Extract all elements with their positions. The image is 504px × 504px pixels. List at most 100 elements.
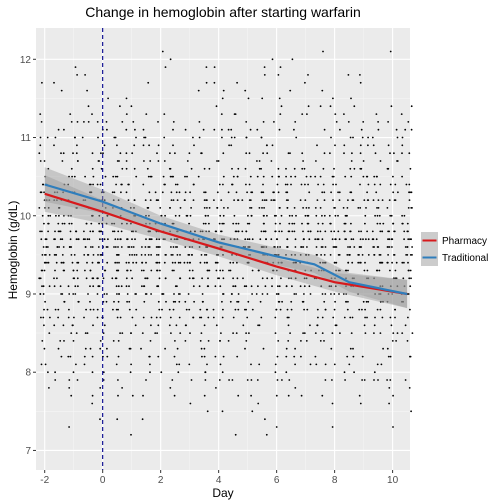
data-point xyxy=(328,214,331,217)
data-point xyxy=(281,300,283,303)
data-point xyxy=(201,355,203,358)
data-point xyxy=(189,214,192,217)
data-point xyxy=(303,293,305,295)
data-point xyxy=(411,246,413,248)
data-point xyxy=(245,183,247,186)
y-tick-label: 11 xyxy=(21,133,32,144)
data-point xyxy=(48,285,51,288)
data-point xyxy=(140,254,143,256)
data-point xyxy=(102,191,105,194)
data-point xyxy=(92,285,95,288)
data-point xyxy=(346,207,349,209)
data-point xyxy=(359,183,361,186)
data-point xyxy=(47,371,49,374)
data-point xyxy=(156,332,159,334)
data-point xyxy=(213,66,216,68)
data-point xyxy=(193,144,195,147)
data-point xyxy=(264,230,267,233)
data-point xyxy=(409,167,412,170)
data-point xyxy=(114,175,117,178)
data-point xyxy=(171,175,174,178)
data-point xyxy=(132,261,135,264)
data-point xyxy=(40,269,43,272)
data-point xyxy=(335,246,338,248)
data-point xyxy=(105,300,108,303)
data-point xyxy=(219,340,221,342)
data-point xyxy=(407,269,410,272)
data-point xyxy=(202,238,204,241)
data-point xyxy=(205,199,208,202)
data-point xyxy=(89,308,92,311)
data-point xyxy=(53,191,56,194)
data-point xyxy=(285,285,288,288)
data-point xyxy=(244,89,247,92)
data-point xyxy=(169,58,172,61)
data-point xyxy=(227,191,230,194)
data-point xyxy=(382,222,385,225)
data-point xyxy=(61,254,64,256)
data-point xyxy=(396,160,399,162)
data-point xyxy=(150,269,153,272)
data-point xyxy=(233,214,236,217)
data-point xyxy=(174,261,177,264)
data-point xyxy=(39,277,42,280)
data-point xyxy=(294,277,297,280)
data-point xyxy=(278,230,281,233)
data-point xyxy=(72,324,74,327)
data-point xyxy=(247,214,249,217)
data-point xyxy=(403,230,406,233)
data-point xyxy=(302,230,304,233)
data-point xyxy=(287,230,290,233)
data-point xyxy=(382,347,384,350)
data-point xyxy=(260,191,263,194)
data-point xyxy=(163,160,166,162)
data-point xyxy=(386,379,388,381)
data-point xyxy=(278,207,281,209)
data-point xyxy=(408,277,411,280)
data-point xyxy=(319,261,322,264)
data-point xyxy=(262,121,265,123)
data-point xyxy=(314,207,317,209)
data-point xyxy=(208,222,210,225)
data-point xyxy=(236,238,239,241)
data-point xyxy=(276,183,279,186)
data-point xyxy=(339,269,341,272)
data-point xyxy=(271,285,273,288)
data-point xyxy=(289,332,291,334)
data-point xyxy=(266,277,269,280)
data-point xyxy=(380,261,383,264)
data-point xyxy=(403,261,405,264)
data-point xyxy=(308,238,311,241)
data-point xyxy=(229,261,232,264)
data-point xyxy=(288,222,291,225)
data-point xyxy=(148,144,151,147)
data-point xyxy=(347,300,349,303)
data-point xyxy=(103,199,106,202)
data-point xyxy=(366,316,368,319)
data-point xyxy=(83,355,86,358)
data-point xyxy=(115,183,117,186)
data-point xyxy=(275,269,278,272)
data-point xyxy=(394,269,397,272)
data-point xyxy=(290,254,293,256)
data-point xyxy=(349,191,352,194)
data-point xyxy=(392,332,395,334)
data-point xyxy=(91,394,94,397)
data-point xyxy=(39,160,42,162)
data-point xyxy=(251,238,254,241)
data-point xyxy=(408,387,411,389)
data-point xyxy=(62,152,65,155)
data-point xyxy=(103,324,106,327)
data-point xyxy=(359,261,362,264)
data-point xyxy=(200,316,203,319)
data-point xyxy=(87,105,90,108)
data-point xyxy=(62,246,65,248)
data-point xyxy=(309,175,312,178)
data-point xyxy=(54,379,57,381)
data-point xyxy=(82,238,85,241)
data-point xyxy=(302,246,305,248)
data-point xyxy=(140,347,142,350)
data-point xyxy=(119,105,121,108)
data-point xyxy=(334,285,337,288)
data-point xyxy=(70,254,73,256)
